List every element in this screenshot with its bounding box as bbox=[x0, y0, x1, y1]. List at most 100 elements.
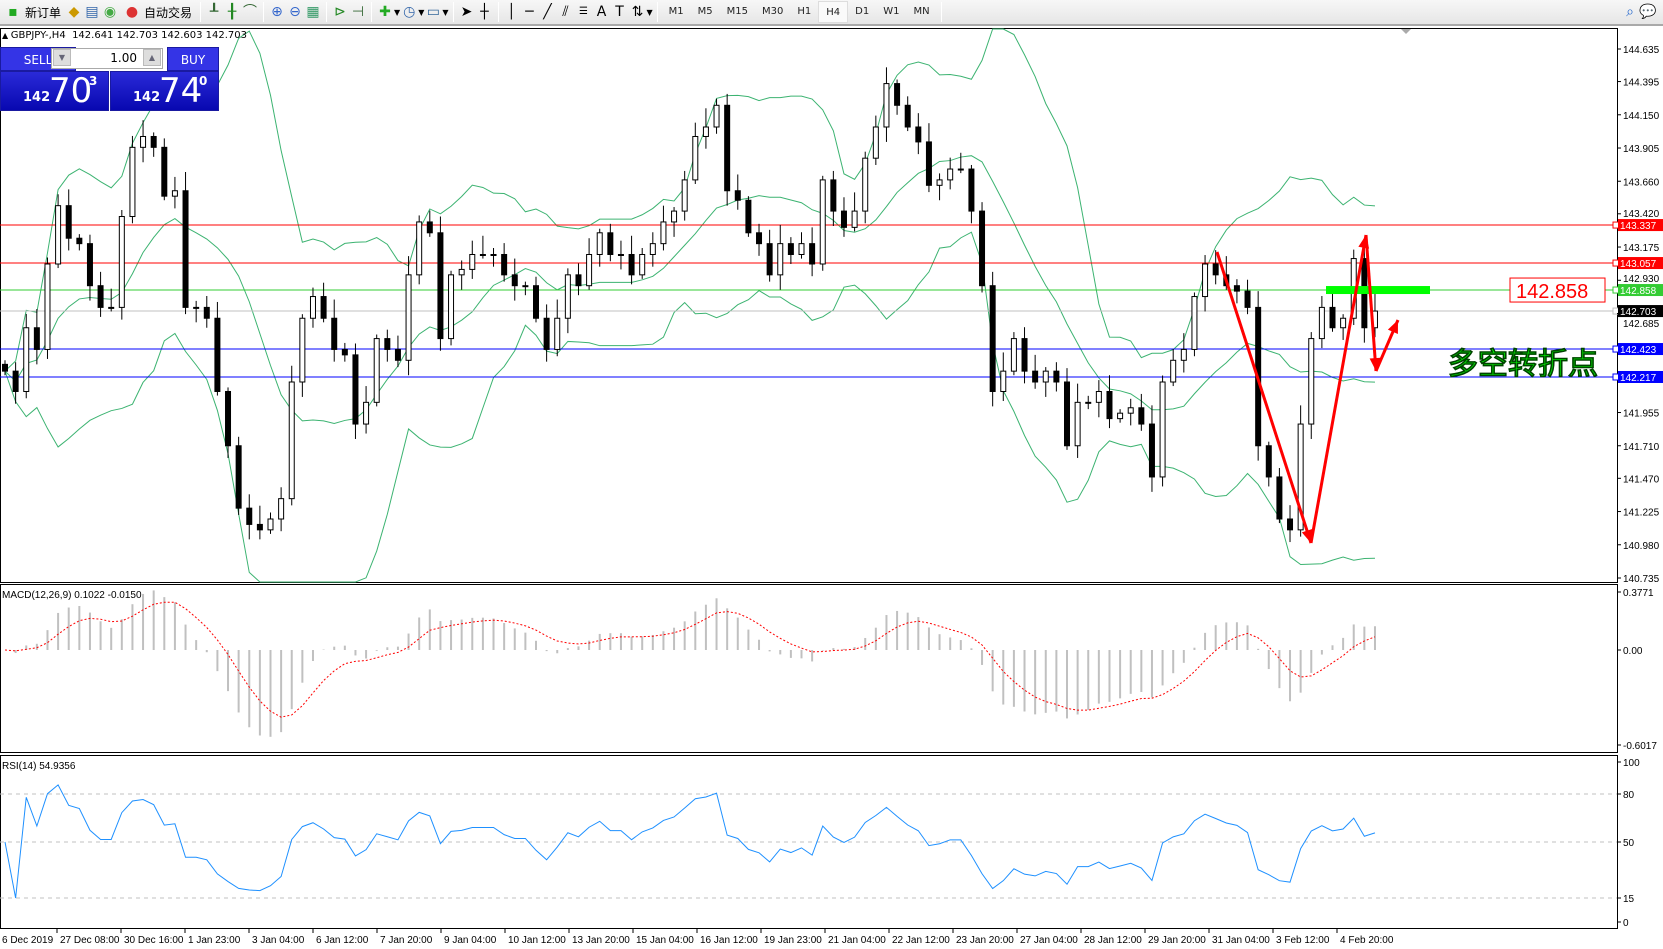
candle bbox=[235, 436, 242, 515]
equidistant-channel-icon[interactable]: ⫽ bbox=[562, 4, 569, 20]
dropdown-arrow-icon[interactable]: ▼ bbox=[442, 7, 449, 17]
zoom-out-icon[interactable]: ⊖ bbox=[289, 4, 301, 20]
timeframe-m1[interactable]: M1 bbox=[668, 6, 684, 17]
candle-body bbox=[394, 348, 401, 361]
text-icon[interactable]: A bbox=[596, 4, 607, 20]
chart-canvas[interactable]: 143.337 143.057 142.858 142.703 142.423 142.2… bbox=[0, 28, 1663, 949]
dropdown-arrow-icon[interactable]: ▼ bbox=[394, 7, 401, 17]
candle bbox=[171, 176, 178, 209]
new-order-button[interactable]: ▪ 新订单 bbox=[0, 1, 65, 23]
candle-body bbox=[819, 179, 826, 265]
candle bbox=[809, 227, 816, 277]
history-icon[interactable]: ◆ bbox=[68, 4, 80, 20]
candle-body bbox=[1053, 370, 1060, 383]
timeframe-mn[interactable]: MN bbox=[913, 6, 930, 17]
candle-body bbox=[1032, 370, 1039, 383]
dropdown-arrow-icon[interactable]: ▼ bbox=[646, 7, 653, 17]
candle-body bbox=[1159, 381, 1166, 478]
timeframe-m5[interactable]: M5 bbox=[697, 6, 713, 17]
auto-trading-button[interactable]: ● 自动交易 bbox=[119, 1, 196, 23]
candle-body bbox=[225, 390, 232, 447]
collapse-icon[interactable]: ▲ bbox=[2, 31, 11, 40]
horizontal-line-icon[interactable]: ─ bbox=[525, 4, 534, 20]
rsi-axis-label: 100 bbox=[1623, 758, 1640, 769]
crosshair-icon[interactable]: ┼ bbox=[480, 4, 489, 20]
signals-icon[interactable]: ◉ bbox=[103, 4, 117, 20]
candle-body bbox=[745, 199, 752, 234]
chat-icon[interactable]: 💬 bbox=[1639, 4, 1657, 20]
trendline-icon[interactable]: ╱ bbox=[543, 4, 552, 20]
timeframe-w1[interactable]: W1 bbox=[883, 6, 900, 17]
lot-size-input[interactable]: 1.00 bbox=[51, 48, 163, 69]
lot-increase-button[interactable]: ▲ bbox=[143, 49, 161, 66]
zoom-in-icon[interactable]: ⊕ bbox=[271, 4, 283, 20]
candle bbox=[586, 238, 593, 290]
toolbar-separator bbox=[940, 2, 942, 22]
arrowhead-icon bbox=[1301, 529, 1313, 543]
timeframe-h4[interactable]: H4 bbox=[818, 1, 849, 23]
candle-body bbox=[341, 348, 348, 356]
cursor-icon[interactable]: ➤ bbox=[460, 4, 473, 20]
price-axis-label: 141.470 bbox=[1623, 474, 1660, 485]
candle-body bbox=[246, 507, 253, 525]
timeframe-h1[interactable]: H1 bbox=[797, 6, 812, 17]
candle bbox=[288, 365, 295, 506]
candle bbox=[203, 296, 210, 328]
candle bbox=[140, 120, 147, 163]
candle bbox=[968, 164, 975, 224]
candle bbox=[1010, 332, 1017, 376]
candle bbox=[925, 123, 932, 193]
timeframe-d1[interactable]: D1 bbox=[855, 6, 870, 17]
candle-body bbox=[278, 498, 285, 520]
candlestick-icon[interactable]: ╂ bbox=[227, 4, 237, 20]
candle-body bbox=[1202, 263, 1209, 298]
price-axis-label: 141.225 bbox=[1623, 508, 1660, 519]
candle-body bbox=[501, 253, 508, 276]
indicators-icon[interactable]: ✚ bbox=[379, 4, 391, 20]
text-label-icon[interactable]: T bbox=[615, 4, 624, 20]
candle-body bbox=[734, 190, 741, 201]
autoscroll-icon[interactable]: ⊳ bbox=[334, 4, 346, 20]
buy-price[interactable]: 142 74 0 bbox=[110, 71, 219, 111]
candle-body bbox=[925, 141, 932, 186]
fibonacci-icon[interactable]: ☰ bbox=[579, 6, 588, 17]
candle-body bbox=[862, 157, 869, 212]
candle bbox=[862, 151, 869, 224]
search-icon[interactable]: ⌕ bbox=[1626, 4, 1634, 20]
templates-icon[interactable]: ▭ bbox=[426, 4, 440, 20]
level-price-tag bbox=[1618, 305, 1663, 318]
level-price-label: 142.858 bbox=[1620, 286, 1657, 297]
market-watch-icon[interactable]: ▤ bbox=[85, 4, 99, 20]
time-axis-label: 22 Jan 12:00 bbox=[892, 935, 950, 946]
candle bbox=[1085, 395, 1092, 410]
macd-axis-label: 0.3771 bbox=[1623, 588, 1654, 599]
buy-button[interactable]: BUY bbox=[167, 47, 219, 71]
chart-header: ▲ GBPJPY-,H4 142.641 142.703 142.603 142… bbox=[2, 30, 247, 41]
candle-body bbox=[129, 146, 136, 218]
candle-body bbox=[787, 243, 794, 255]
vertical-line-icon[interactable]: │ bbox=[507, 4, 516, 20]
candle-body bbox=[1287, 518, 1294, 531]
time-axis-label: 27 Jan 04:00 bbox=[1020, 935, 1078, 946]
lot-decrease-button[interactable]: ▼ bbox=[53, 49, 71, 66]
arrows-icon[interactable]: ⇅ bbox=[631, 4, 644, 20]
line-chart-icon[interactable]: ⌒ bbox=[243, 4, 258, 20]
candle-body bbox=[1170, 359, 1177, 383]
chart-window[interactable]: 143.337 143.057 142.858 142.703 142.423 142.2… bbox=[0, 28, 1663, 949]
chart-shift-icon[interactable]: ⊣ bbox=[351, 4, 365, 20]
candle-body bbox=[522, 285, 529, 288]
candle bbox=[628, 235, 635, 285]
bollinger-middle-band bbox=[4, 155, 1375, 424]
dropdown-arrow-icon[interactable]: ▼ bbox=[418, 7, 425, 17]
candle bbox=[1000, 352, 1007, 401]
timeframe-m30[interactable]: M30 bbox=[762, 6, 784, 17]
candle bbox=[363, 386, 370, 434]
candle bbox=[55, 194, 62, 269]
candle-body bbox=[299, 317, 306, 383]
sell-price[interactable]: 142 70 3 bbox=[0, 71, 109, 111]
periods-icon[interactable]: ◷ bbox=[403, 4, 416, 20]
tile-windows-icon[interactable]: ▦ bbox=[306, 4, 320, 20]
candle bbox=[426, 210, 433, 237]
timeframe-m15[interactable]: M15 bbox=[726, 6, 749, 17]
bar-chart-icon[interactable]: ┸ bbox=[209, 4, 219, 20]
